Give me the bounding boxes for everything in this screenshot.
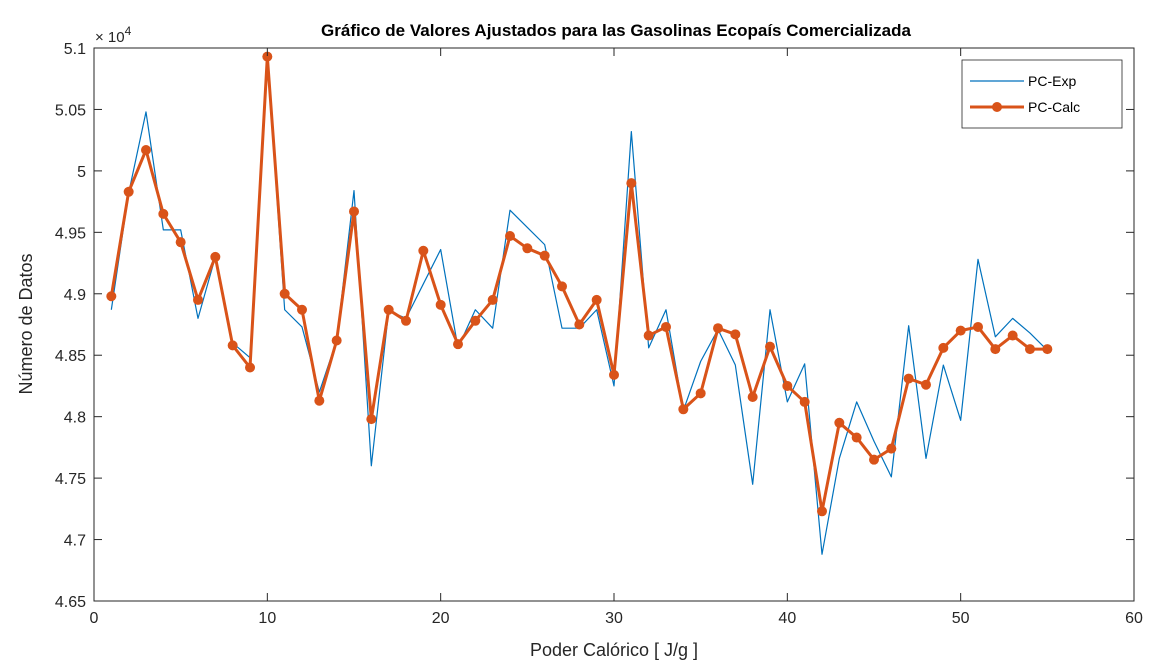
data-point-pc-calc — [297, 304, 307, 315]
plot-area — [94, 48, 1134, 601]
y-tick-label: 5 — [77, 164, 86, 181]
data-point-pc-calc — [435, 299, 446, 310]
data-point-pc-calc — [695, 388, 706, 399]
data-point-pc-calc — [383, 304, 394, 315]
data-point-pc-calc — [1042, 344, 1053, 355]
data-point-pc-calc — [643, 330, 654, 341]
legend-marker-pc-calc — [992, 102, 1002, 112]
chart-title: Gráfico de Valores Ajustados para las Ga… — [321, 21, 911, 40]
data-point-pc-calc — [938, 342, 949, 353]
data-point-pc-calc — [782, 380, 793, 391]
data-point-pc-calc — [314, 395, 325, 406]
x-tick-label: 0 — [90, 610, 99, 627]
data-point-pc-calc — [193, 294, 203, 305]
data-point-pc-calc — [470, 315, 481, 326]
y-tick-label: 4.7 — [64, 533, 86, 550]
data-point-pc-calc — [279, 288, 290, 299]
data-point-pc-calc — [678, 404, 689, 415]
data-point-pc-calc — [1025, 344, 1035, 355]
y-tick-label: 4.75 — [55, 471, 86, 488]
data-point-pc-calc — [210, 251, 221, 262]
y-tick-label: 4.8 — [64, 410, 86, 427]
data-point-pc-calc — [591, 294, 602, 305]
data-point-pc-calc — [453, 339, 463, 350]
data-point-pc-calc — [418, 245, 429, 256]
data-point-pc-calc — [851, 432, 862, 443]
y-axis-exponent-base: × 10 — [95, 29, 125, 46]
y-tick-label: 4.85 — [55, 348, 86, 365]
data-point-pc-calc — [817, 506, 827, 517]
data-point-pc-calc — [1007, 330, 1018, 341]
x-tick-label: 20 — [432, 610, 450, 627]
series-layer — [106, 51, 1053, 555]
data-point-pc-calc — [245, 362, 255, 373]
x-tick-label: 50 — [952, 610, 970, 627]
y-tick-label: 4.65 — [55, 594, 86, 611]
data-point-pc-calc — [141, 145, 151, 155]
data-point-pc-calc — [123, 186, 134, 197]
y-tick-label: 5.1 — [64, 41, 86, 58]
y-axis-exponent-power: 4 — [125, 24, 132, 38]
data-point-pc-calc — [730, 329, 741, 340]
data-point-pc-calc — [158, 208, 169, 219]
legend-box — [961, 59, 1123, 129]
data-point-pc-calc — [765, 341, 775, 352]
data-point-pc-calc — [921, 379, 931, 390]
x-tick-label: 60 — [1125, 610, 1143, 627]
data-point-pc-calc — [505, 231, 515, 242]
data-point-pc-calc — [557, 281, 567, 292]
data-point-pc-calc — [834, 417, 845, 428]
data-point-pc-calc — [106, 291, 117, 302]
data-point-pc-calc — [799, 396, 810, 407]
data-point-pc-calc — [366, 414, 377, 425]
data-point-pc-calc — [955, 325, 966, 336]
data-point-pc-calc — [175, 237, 186, 248]
data-point-pc-calc — [626, 178, 637, 189]
data-point-pc-calc — [973, 321, 983, 332]
y-axis-label: Número de Datos — [16, 253, 36, 394]
data-point-pc-calc — [331, 335, 342, 346]
data-point-pc-calc — [487, 294, 498, 305]
data-point-pc-calc — [522, 243, 533, 254]
x-tick-label: 40 — [778, 610, 796, 627]
y-tick-label: 4.95 — [55, 225, 86, 242]
data-point-pc-calc — [227, 340, 238, 351]
data-point-pc-calc — [574, 319, 585, 330]
legend-label-pc-calc: PC-Calc — [1028, 99, 1080, 115]
data-point-pc-calc — [869, 454, 879, 465]
data-point-pc-calc — [609, 369, 619, 380]
y-tick-label: 4.9 — [64, 287, 86, 304]
x-tick-label: 10 — [258, 610, 276, 627]
legend-label-pc-exp: PC-Exp — [1028, 73, 1076, 89]
x-axis-label: Poder Calórico [ J/g ] — [530, 640, 698, 660]
data-point-pc-calc — [747, 392, 758, 402]
data-point-pc-calc — [713, 323, 723, 334]
data-point-pc-calc — [349, 206, 359, 217]
data-point-pc-calc — [262, 51, 273, 62]
data-point-pc-calc — [903, 373, 914, 384]
data-point-pc-calc — [539, 250, 550, 261]
x-tick-label: 30 — [605, 610, 623, 627]
data-point-pc-calc — [990, 344, 1001, 355]
y-tick-label: 5.05 — [55, 102, 86, 119]
y-axis-exponent: × 104 — [95, 24, 132, 46]
data-point-pc-calc — [401, 315, 411, 326]
legend: PC-Exp PC-Calc — [961, 59, 1123, 129]
data-point-pc-calc — [886, 443, 897, 454]
axes-layer: 0 10 20 30 40 50 60 4.65 4.7 4.75 4.8 4.85 4.9 4.95 5 5… — [55, 41, 1143, 627]
data-point-pc-calc — [661, 321, 671, 332]
